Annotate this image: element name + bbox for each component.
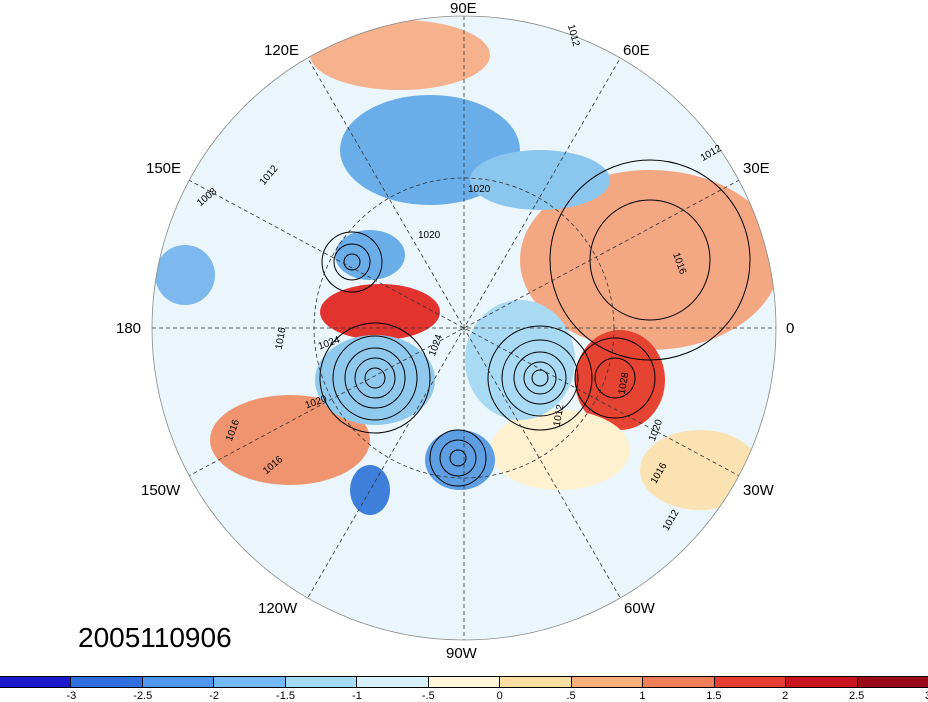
- longitude-label-0: 0: [786, 320, 795, 337]
- longitude-label-60w: 60W: [624, 600, 655, 617]
- colorbar-tick-label: .5: [566, 690, 576, 702]
- colorbar-tick-label: -.5: [421, 690, 435, 702]
- colorbar-tick-label: 1: [639, 690, 646, 702]
- colorbar-tick-label: -1.5: [276, 690, 296, 702]
- colorbar-segment: [70, 677, 142, 687]
- longitude-label-150e: 150E: [146, 160, 182, 177]
- colorbar-tick-label: -3: [66, 690, 77, 702]
- colorbar-tick-label: 2.5: [848, 690, 865, 702]
- longitude-label-30e: 30E: [743, 160, 770, 177]
- longitude-label-120e: 120E: [264, 42, 300, 59]
- longitude-label-150w: 150W: [141, 482, 181, 499]
- longitude-label-90e: 90E: [450, 0, 477, 17]
- colorbar-segment: [785, 677, 857, 687]
- timestamp: 2005110906: [78, 622, 232, 653]
- colorbar-tick-label: 2: [782, 690, 789, 702]
- longitude-label-180: 180: [116, 320, 142, 337]
- colorbar: [0, 676, 928, 688]
- anomaly-field: [152, 16, 776, 640]
- colorbar-tick-label: 1.5: [706, 690, 722, 702]
- colorbar-tick-label: -2: [209, 690, 220, 702]
- colorbar-segment: [713, 677, 786, 687]
- colorbar-segment: [856, 677, 928, 687]
- colorbar-tick-label: 3: [925, 690, 928, 702]
- colorbar-labels: -3 -2.5 -2 -1.5 -1 -.5 0 .5 1 1.5 2 2.5 3: [0, 690, 928, 702]
- colorbar-segment: [427, 677, 500, 687]
- colorbar-segment: [499, 677, 571, 687]
- colorbar-tick-label: -2.5: [133, 690, 153, 702]
- longitude-label-120w: 120W: [258, 600, 298, 617]
- colorbar-segment: [570, 677, 643, 687]
- colorbar-segment: [284, 677, 357, 687]
- colorbar-segment: [141, 677, 214, 687]
- colorbar-tick-label: -1: [352, 690, 362, 702]
- longitude-label-30w: 30W: [743, 482, 774, 499]
- colorbar-segment: [0, 677, 71, 687]
- colorbar-segment: [642, 677, 714, 687]
- colorbar-tick-label: 0: [496, 690, 503, 702]
- colorbar-segment: [356, 677, 428, 687]
- isobar-label: 1020: [468, 184, 491, 195]
- longitude-label-60e: 60E: [623, 42, 650, 59]
- longitude-label-90w: 90W: [446, 645, 477, 662]
- colorbar-segment: [213, 677, 285, 687]
- isobar-label: 1020: [418, 230, 441, 241]
